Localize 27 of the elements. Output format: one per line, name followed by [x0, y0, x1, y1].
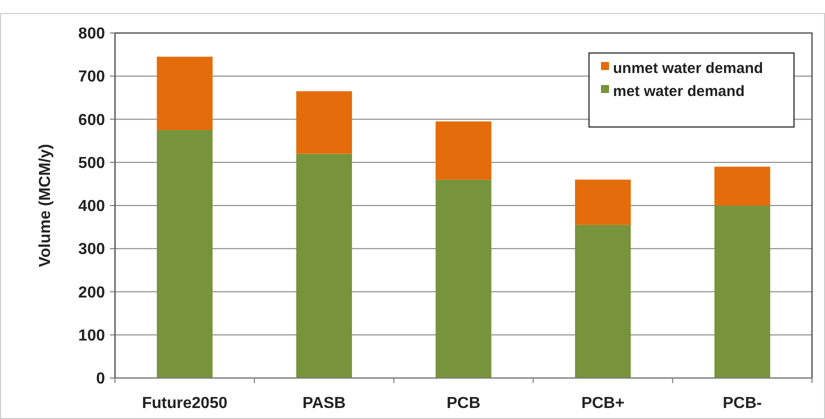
y-axis-title: Volume (MCM/y) — [37, 144, 54, 268]
x-tick-label: PCB+ — [581, 395, 624, 412]
x-tick-label: Future2050 — [142, 395, 228, 412]
bar — [156, 130, 213, 378]
bar — [296, 154, 352, 378]
y-tick-label: 600 — [78, 112, 106, 129]
y-tick-label: 400 — [78, 198, 106, 216]
y-tick-label: 500 — [78, 154, 106, 172]
y-tick-label: 700 — [78, 68, 106, 86]
y-tick-label: 100 — [78, 327, 106, 344]
y-tick-label: 200 — [78, 284, 106, 302]
bar — [714, 206, 770, 378]
x-tick-label: PCB- — [722, 395, 762, 412]
legend-label: met water demand — [613, 83, 745, 100]
x-tick-label: PCB — [446, 395, 480, 412]
y-tick-label: 300 — [78, 241, 106, 258]
y-tick-label: 800 — [78, 26, 106, 43]
x-tick-label: PASB — [302, 395, 346, 412]
bar — [296, 91, 352, 154]
y-tick-label: 0 — [96, 370, 106, 388]
bar — [436, 180, 492, 378]
bar — [714, 166, 770, 206]
legend-label: unmet water demand — [613, 60, 764, 77]
bar — [575, 180, 631, 225]
bar — [156, 56, 213, 130]
bar — [436, 121, 492, 180]
bar — [575, 224, 631, 378]
